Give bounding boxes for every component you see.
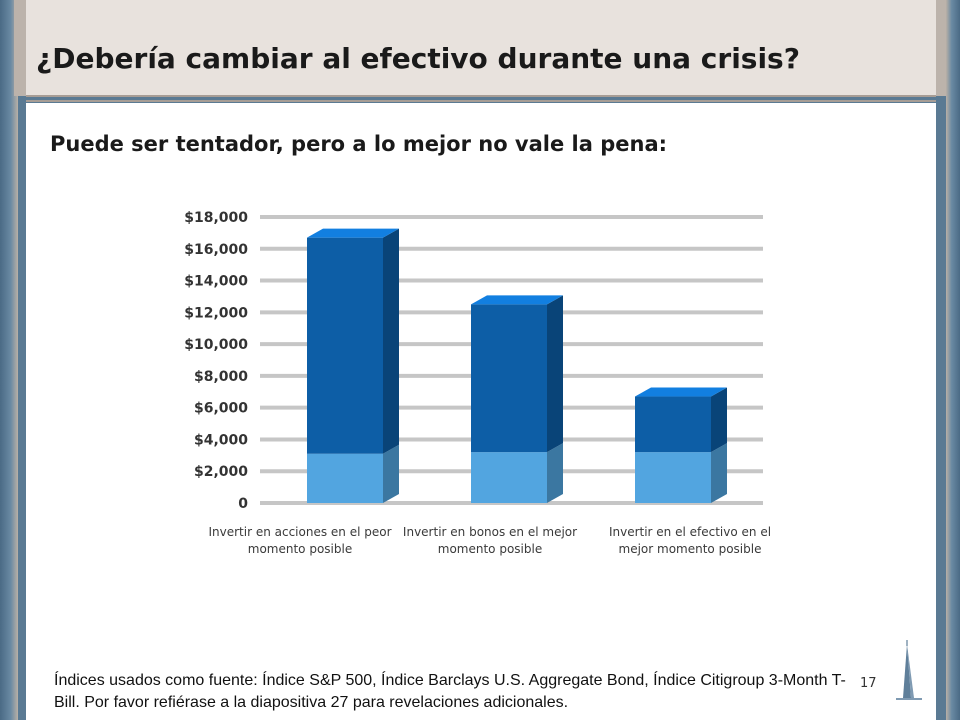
title-gutter-right (936, 0, 946, 96)
slide-subtitle: Puede ser tentador, pero a lo mejor no v… (50, 132, 668, 156)
category-label-bonds: Invertir en bonos en el mejor momento po… (402, 525, 578, 556)
source-footnote: Índices usados como fuente: Índice S&P 5… (54, 672, 846, 711)
bar-segment-base (635, 443, 727, 503)
y-tick-label: $10,000 (184, 337, 248, 353)
bar-segment-base (471, 443, 563, 503)
title-rule-top (26, 95, 936, 97)
title-gutter-left (14, 0, 26, 96)
y-tick-label: $8,000 (194, 369, 248, 385)
bar-segment-gain (471, 295, 563, 453)
bar-segment-gain (307, 228, 399, 454)
right-frame (946, 0, 960, 720)
page-number: 17 (860, 676, 877, 691)
y-tick-label: $12,000 (184, 305, 248, 321)
category-label-stocks: Invertir en acciones en el peor momento … (208, 525, 392, 556)
category-label-cash: Invertir en el efectivo en el mejor mome… (608, 525, 772, 556)
y-tick-label: $4,000 (194, 432, 248, 448)
y-tick-label: $2,000 (194, 464, 248, 480)
y-tick-label: $14,000 (184, 274, 248, 290)
slide-title: ¿Debería cambiar al efectivo durante una… (36, 42, 800, 75)
title-band (18, 0, 946, 96)
title-rule-bottom (26, 100, 936, 102)
bar-segment-gain (635, 387, 727, 453)
bar-segment-base (307, 444, 399, 503)
bar-chart: 0 $2,000 $4,000 $6,000 $8,000 $10,000 $12,000 $… (184, 210, 763, 512)
left-frame (0, 0, 18, 720)
y-tick-label: $18,000 (184, 210, 248, 226)
y-tick-label: 0 (238, 496, 248, 512)
y-tick-label: $6,000 (194, 401, 248, 417)
y-tick-label: $16,000 (184, 242, 248, 258)
transamerica-pyramid-icon (896, 640, 922, 700)
